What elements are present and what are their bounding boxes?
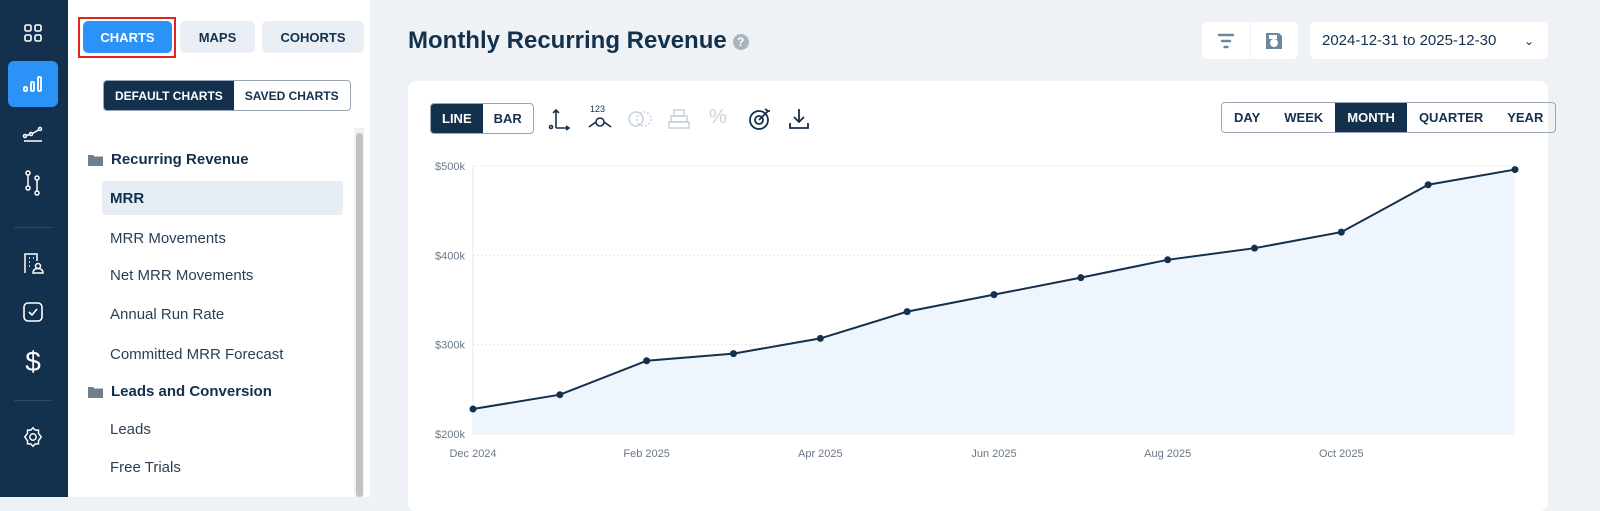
chart-set-toggle: DEFAULT CHARTS SAVED CHARTS: [103, 80, 351, 111]
data-labels-icon[interactable]: 123: [587, 104, 613, 130]
tab-cohorts[interactable]: COHORTS: [262, 21, 364, 53]
y-tick-label: $400k: [435, 250, 465, 262]
sidebar-item-mrr[interactable]: MRR: [102, 181, 343, 215]
data-point: [1164, 256, 1172, 264]
saved-charts-button[interactable]: SAVED CHARTS: [244, 88, 339, 103]
day-button[interactable]: DAY: [1234, 110, 1261, 125]
data-point: [1251, 244, 1258, 252]
sidebar-item-free-trials[interactable]: Free Trials: [110, 458, 181, 476]
nav-rail: $: [0, 0, 68, 497]
title-text: Monthly Recurring Revenue: [408, 27, 727, 54]
y-tick-label: $500k: [435, 161, 465, 173]
area-fill: [473, 169, 1515, 434]
group-recurring-revenue[interactable]: Recurring Revenue: [88, 151, 249, 168]
tab-charts[interactable]: CHARTS: [83, 21, 172, 53]
save-icon[interactable]: [1251, 22, 1299, 59]
percent-icon[interactable]: %: [709, 106, 727, 128]
data-point: [816, 334, 824, 342]
data-point: [730, 350, 737, 358]
data-point: [1077, 274, 1085, 282]
highlight-box: [78, 17, 176, 58]
y-tick-label: $300k: [435, 340, 465, 352]
x-tick-label: Aug 2025: [1144, 448, 1191, 460]
target-icon[interactable]: [747, 106, 773, 132]
quarter-button[interactable]: QUARTER: [1418, 110, 1484, 125]
date-range-value: 2024-12-31 to 2025-12-30: [1322, 32, 1497, 49]
x-tick-label: Jun 2025: [971, 448, 1016, 460]
customers-icon[interactable]: [8, 240, 58, 286]
data-point: [643, 357, 651, 365]
data-point: [556, 391, 564, 399]
date-range-select[interactable]: 2024-12-31 to 2025-12-30 ⌄: [1310, 22, 1548, 59]
filter-icon[interactable]: [1202, 22, 1251, 59]
month-button[interactable]: MONTH: [1335, 103, 1407, 132]
sidebar-item-mrr-movements[interactable]: MRR Movements: [110, 229, 226, 247]
sidebar-item-net-mrr-movements[interactable]: Net MRR Movements: [110, 266, 254, 284]
page-title: Monthly Recurring Revenue?: [408, 27, 749, 55]
line-button[interactable]: LINE: [431, 104, 483, 133]
compare-icon[interactable]: [626, 106, 652, 132]
action-buttons: [1202, 22, 1298, 59]
scrollbar-thumb[interactable]: [356, 133, 363, 497]
trend-icon[interactable]: [8, 112, 58, 158]
y-tick-label: $200k: [435, 429, 465, 441]
folder-icon: [88, 154, 103, 166]
data-point: [1511, 166, 1519, 174]
period-toggle: DAY WEEK MONTH QUARTER YEAR: [1221, 102, 1557, 133]
help-icon[interactable]: ?: [732, 33, 749, 50]
axis-icon[interactable]: [548, 106, 574, 132]
data-point: [1424, 181, 1432, 189]
settings-icon[interactable]: [8, 414, 58, 460]
data-point: [1337, 228, 1345, 236]
sidebar-item-committed-mrr-forecast[interactable]: Committed MRR Forecast: [110, 345, 284, 363]
billing-icon[interactable]: $: [25, 346, 41, 377]
x-tick-label: Dec 2024: [449, 448, 496, 460]
x-tick-label: Feb 2025: [623, 448, 669, 460]
sidebar-item-leads[interactable]: Leads: [110, 420, 151, 438]
mrr-line-chart: $200k $300k $400k $500k Dec 2024 Feb 2025 Apr …: [435, 161, 1519, 460]
chevron-down-icon: ⌄: [1523, 33, 1534, 48]
stack-icon[interactable]: [667, 106, 693, 132]
x-tick-label: Apr 2025: [798, 448, 843, 460]
dashboard-icon[interactable]: [8, 10, 58, 56]
data-point: [903, 308, 911, 316]
group-label: Leads and Conversion: [111, 383, 272, 400]
group-leads-and-conversion[interactable]: Leads and Conversion: [88, 383, 272, 400]
week-button[interactable]: WEEK: [1284, 110, 1324, 125]
data-point: [990, 291, 998, 299]
chart-type-toggle: LINE BAR: [430, 103, 534, 134]
charts-icon[interactable]: [8, 61, 58, 107]
number-label: 123: [590, 104, 606, 114]
download-icon[interactable]: [787, 106, 813, 132]
tab-maps[interactable]: MAPS: [180, 21, 255, 53]
folder-icon: [88, 386, 103, 398]
sidebar-item-annual-run-rate[interactable]: Annual Run Rate: [110, 305, 225, 323]
default-charts-button[interactable]: DEFAULT CHARTS: [104, 81, 234, 110]
year-button[interactable]: YEAR: [1507, 110, 1544, 125]
flow-icon[interactable]: [8, 160, 58, 206]
x-tick-label: Oct 2025: [1319, 448, 1364, 460]
group-label: Recurring Revenue: [111, 151, 249, 168]
bar-button[interactable]: BAR: [493, 111, 522, 126]
tasks-icon[interactable]: [8, 289, 58, 335]
data-point: [469, 405, 477, 413]
